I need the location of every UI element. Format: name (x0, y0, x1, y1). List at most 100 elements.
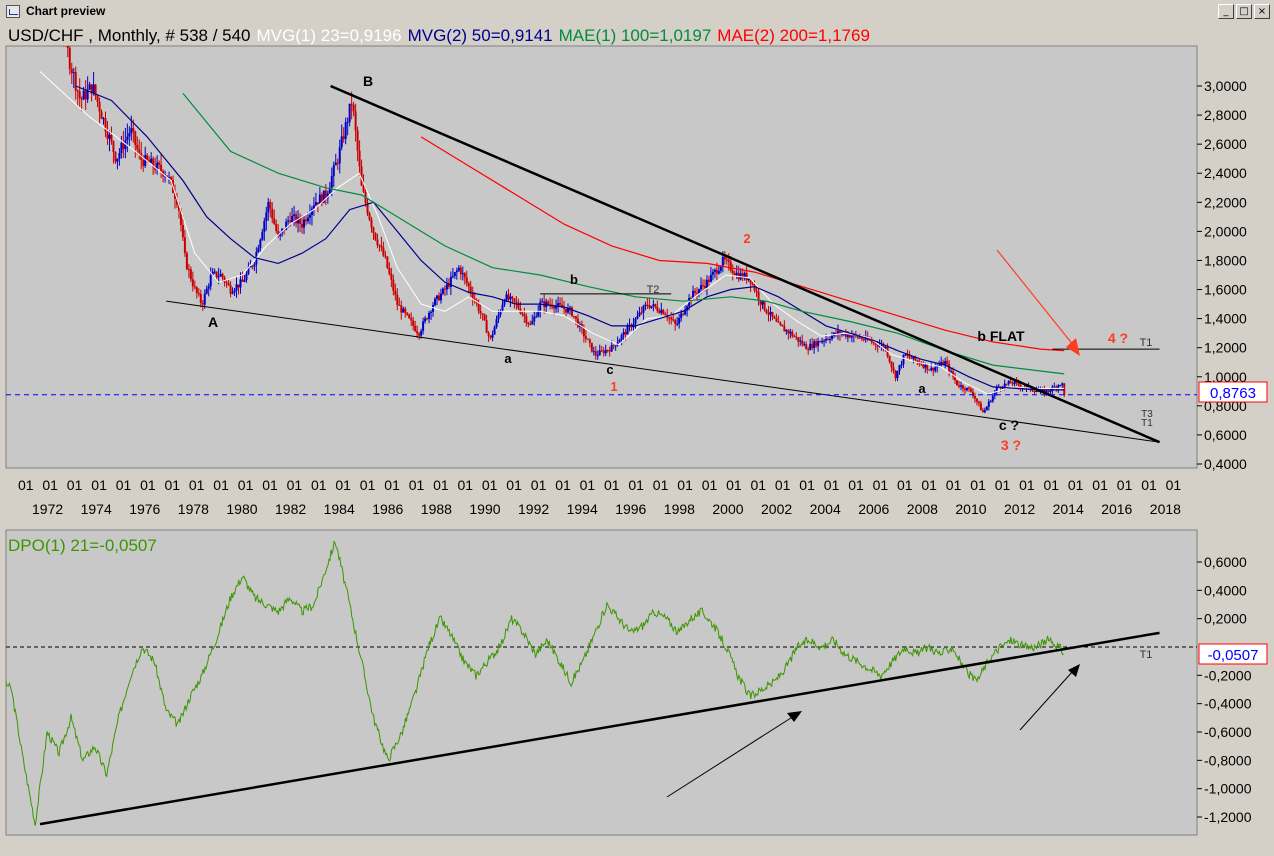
candle-body (362, 185, 365, 192)
candle-body (185, 253, 188, 270)
candle-body (267, 202, 270, 213)
candle-body (698, 289, 701, 294)
dpo-arrow-1-head (787, 711, 802, 722)
candle-body (487, 332, 490, 336)
candle-body (259, 239, 262, 249)
candle-body (956, 380, 959, 386)
candle-body (112, 141, 115, 153)
candle-body (969, 388, 972, 392)
candle-body (950, 371, 953, 373)
candle-body (1047, 390, 1050, 392)
candle-body (880, 344, 883, 346)
candle-body (253, 264, 256, 267)
candle-body (846, 334, 849, 337)
candle-body (1033, 390, 1036, 392)
candle-body (1051, 386, 1054, 392)
candle-body (795, 336, 798, 338)
x-month-label: 01 (970, 477, 986, 493)
candle-body (856, 335, 859, 338)
candle-body (654, 304, 657, 307)
candle-body (386, 256, 389, 268)
candle-body (1063, 383, 1066, 396)
candle-body (453, 272, 456, 276)
candle-body (574, 316, 577, 319)
candle-body (900, 364, 903, 366)
candle-body (368, 213, 371, 220)
candle-body (582, 328, 585, 337)
candle-body (765, 310, 768, 313)
x-month-label: 01 (91, 477, 107, 493)
y-tick-label: 1,4000 (1204, 311, 1247, 327)
dpo-y-tick-label: 0,4000 (1204, 582, 1247, 598)
candle-body (217, 276, 220, 278)
x-month-label: 01 (677, 477, 693, 493)
candle-body (449, 276, 452, 287)
trendline (166, 300, 1160, 443)
candle-body (463, 273, 466, 278)
candle-body (92, 84, 95, 94)
candle-body (404, 308, 407, 313)
candle-body (874, 342, 877, 345)
candle-body (76, 90, 79, 92)
x-year-label: 1976 (129, 501, 160, 517)
candle-body (652, 304, 655, 306)
candle-body (336, 162, 339, 164)
candle-body (1013, 381, 1016, 384)
x-month-label: 01 (67, 477, 83, 493)
candle-body (249, 266, 252, 268)
candle-body (995, 387, 998, 392)
candle-body (416, 331, 419, 334)
x-year-label: 1996 (615, 501, 646, 517)
candle-body (747, 278, 750, 281)
candle-body (1031, 390, 1034, 392)
maximize-button[interactable]: □ (1236, 4, 1252, 19)
candle-body (158, 162, 161, 165)
candle-body (614, 345, 617, 347)
candle-body (892, 367, 895, 371)
candle-body (896, 370, 899, 379)
candle-body (443, 288, 446, 290)
candle-body (922, 364, 925, 368)
chart-app-icon (6, 5, 20, 18)
candle-body (483, 314, 486, 321)
candle-body (840, 333, 843, 335)
minimize-button[interactable]: _ (1218, 4, 1234, 19)
x-year-label: 1998 (664, 501, 695, 517)
x-month-label: 01 (628, 477, 644, 493)
price-chart[interactable]: USD/CHF , Monthly, # 538 / 540 MVG(1) 23=… (0, 24, 1274, 519)
candle-body (406, 312, 409, 315)
x-month-label: 01 (946, 477, 962, 493)
candle-body (257, 248, 260, 253)
candle-body (241, 279, 244, 282)
dpo-y-tick-label: -0,6000 (1204, 724, 1252, 740)
candle-body (555, 305, 558, 309)
candle-body (906, 354, 909, 356)
candle-body (318, 194, 321, 205)
candle-body (785, 330, 788, 332)
y-tick-label: 2,2000 (1204, 194, 1247, 210)
candle-body (944, 361, 947, 365)
dpo-indicator-chart[interactable]: DPO(1) 21=-0,0507 T1 0,6000 0,4000 0,2000 -… (0, 520, 1274, 856)
candle-body (497, 314, 500, 320)
candle-body (78, 91, 81, 99)
x-month-label: 01 (555, 477, 571, 493)
candle-body (251, 266, 254, 268)
candle-body (884, 347, 887, 349)
candle-body (719, 266, 722, 271)
candle-body (539, 302, 542, 311)
candle-body (144, 155, 147, 166)
dpo-y-tick-label: -0,2000 (1204, 667, 1252, 683)
x-year-label: 1974 (81, 501, 112, 517)
candle-body (445, 284, 448, 290)
candle-body (725, 259, 728, 261)
candle-body (862, 339, 865, 341)
candle-body (299, 217, 302, 224)
candle-body (928, 369, 931, 371)
candle-body (98, 101, 101, 112)
candle-body (761, 301, 764, 305)
candle-body (920, 363, 923, 365)
candle-body (1057, 385, 1060, 389)
dpo-arrow-2-shaft (1019, 670, 1074, 731)
close-button[interactable]: × (1254, 4, 1270, 19)
candle-body (836, 331, 839, 335)
